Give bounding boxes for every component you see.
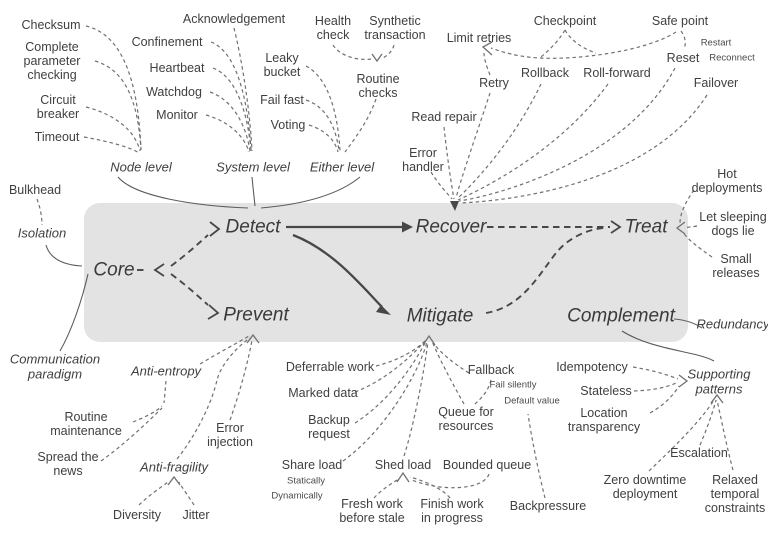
- label-backpressure: Backpressure: [509, 499, 587, 513]
- label-checksum: Checksum: [21, 18, 81, 32]
- label-safe-point: Safe point: [651, 14, 709, 28]
- label-reset: Reset: [666, 51, 700, 65]
- label-hot-deployments: Hot deployments: [691, 167, 763, 195]
- label-limit-retries: Limit retries: [446, 31, 512, 45]
- label-acknowledgement: Acknowledgement: [182, 12, 286, 26]
- label-read-repair: Read repair: [411, 110, 477, 124]
- core-node-detect: Detect: [225, 216, 281, 238]
- label-monitor: Monitor: [156, 108, 198, 122]
- either-level-fan: [305, 65, 377, 153]
- label-supporting-patterns: Supporting patterns: [687, 366, 751, 396]
- recover-fan: [430, 67, 708, 211]
- label-synthetic-transaction: Synthetic transaction: [364, 14, 426, 42]
- label-fail-fast: Fail fast: [260, 93, 304, 107]
- label-fail-silently: Fail silently: [489, 379, 537, 391]
- label-isolation: Isolation: [17, 225, 67, 241]
- core-node-mitigate: Mitigate: [406, 305, 474, 327]
- label-restart: Restart: [700, 37, 732, 49]
- label-fallback: Fallback: [467, 363, 515, 377]
- core-node-recover: Recover: [415, 216, 487, 238]
- label-spread-the-news: Spread the news: [37, 450, 99, 478]
- mitigate-fan: [342, 334, 492, 462]
- label-anti-fragility: Anti-fragility: [140, 459, 208, 475]
- label-default-value: Default value: [504, 395, 560, 407]
- label-routine-maintenance: Routine maintenance: [50, 410, 122, 438]
- label-failover: Failover: [693, 76, 739, 90]
- label-share-load: Share load: [281, 458, 343, 472]
- core-node-core: Core: [93, 259, 135, 281]
- label-reconnect: Reconnect: [709, 52, 755, 64]
- label-jitter: Jitter: [182, 508, 210, 522]
- recover-to-treat-arrow: [487, 220, 622, 234]
- label-health-check: Health check: [314, 14, 352, 42]
- label-escalation: Escalation: [670, 446, 728, 460]
- label-location-transparency: Location transparency: [567, 406, 641, 434]
- label-redundancy: Redundancy: [696, 316, 768, 332]
- label-finish-work-in-progress: Finish work in progress: [420, 497, 484, 525]
- label-bounded-queue: Bounded queue: [442, 458, 532, 472]
- label-retry: Retry: [479, 76, 509, 90]
- label-queue-for-resources: Queue for resources: [438, 405, 494, 433]
- detect-to-recover-arrow: [286, 221, 413, 233]
- label-diversity: Diversity: [113, 508, 161, 522]
- label-node-level: Node level: [110, 159, 172, 175]
- label-small-releases: Small releases: [712, 252, 760, 280]
- backpressure-link: [527, 413, 546, 499]
- label-voting: Voting: [270, 118, 306, 132]
- mitigate-to-treat-arrow: [485, 227, 605, 314]
- anti-fragility-fan: [138, 475, 195, 506]
- label-timeout: Timeout: [34, 130, 80, 144]
- node-level-fan: [83, 25, 142, 154]
- label-error-injection: Error injection: [207, 421, 253, 449]
- shed-load-fan: [373, 471, 490, 499]
- core-node-complement: Complement: [567, 305, 675, 327]
- label-shed-load: Shed load: [374, 458, 432, 472]
- core-node-treat: Treat: [624, 216, 668, 238]
- routine-checks-join: [332, 44, 395, 63]
- levels-to-detect-brace: [117, 176, 361, 209]
- label-zero-downtime-deployment: Zero downtime deployment: [603, 473, 687, 501]
- label-rollback: Rollback: [521, 66, 569, 80]
- label-communication-paradigm: Communication paradigm: [9, 351, 101, 381]
- core-node-prevent: Prevent: [223, 304, 289, 326]
- label-backup-request: Backup request: [308, 413, 350, 441]
- label-confinement: Confinement: [131, 35, 203, 49]
- label-bulkhead: Bulkhead: [8, 183, 62, 197]
- label-routine-checks: Routine checks: [356, 72, 400, 100]
- supporting-patterns-fans: [632, 366, 734, 472]
- label-marked-data: Marked data: [288, 386, 358, 400]
- core-fork-arrows: [137, 221, 221, 320]
- label-leaky-bucket: Leaky bucket: [263, 51, 301, 79]
- checkpoint-safepoint-chains: [481, 29, 686, 76]
- system-level-fan: [205, 27, 253, 153]
- label-watchdog: Watchdog: [146, 85, 202, 99]
- label-deferrable-work: Deferrable work: [285, 360, 375, 374]
- label-heartbeat: Heartbeat: [149, 61, 205, 75]
- label-anti-entropy: Anti-entropy: [130, 363, 202, 379]
- label-relaxed-temporal-constraints: Relaxed temporal constraints: [704, 473, 766, 515]
- label-circuit-breaker: Circuit breaker: [36, 93, 80, 121]
- label-system-level: System level: [216, 159, 290, 175]
- label-error-handler: Error handler: [402, 146, 444, 174]
- label-idempotency: Idempotency: [556, 360, 628, 374]
- label-complete-parameter-checking: Complete parameter checking: [23, 40, 81, 82]
- label-checkpoint: Checkpoint: [533, 14, 597, 28]
- label-roll-forward: Roll-forward: [583, 66, 651, 80]
- label-statically: Statically: [286, 475, 326, 487]
- label-stateless: Stateless: [580, 384, 632, 398]
- complement-links: [621, 318, 715, 362]
- left-links: [36, 198, 89, 352]
- label-let-sleeping-dogs-lie: Let sleeping dogs lie: [699, 210, 767, 238]
- label-either-level: Either level: [309, 159, 375, 175]
- prevent-fans: [100, 333, 260, 462]
- treat-fan: [675, 189, 713, 258]
- detect-to-mitigate-arrow: [292, 233, 391, 315]
- label-dynamically: Dynamically: [271, 490, 323, 502]
- label-fresh-work-before-stale: Fresh work before stale: [339, 497, 405, 525]
